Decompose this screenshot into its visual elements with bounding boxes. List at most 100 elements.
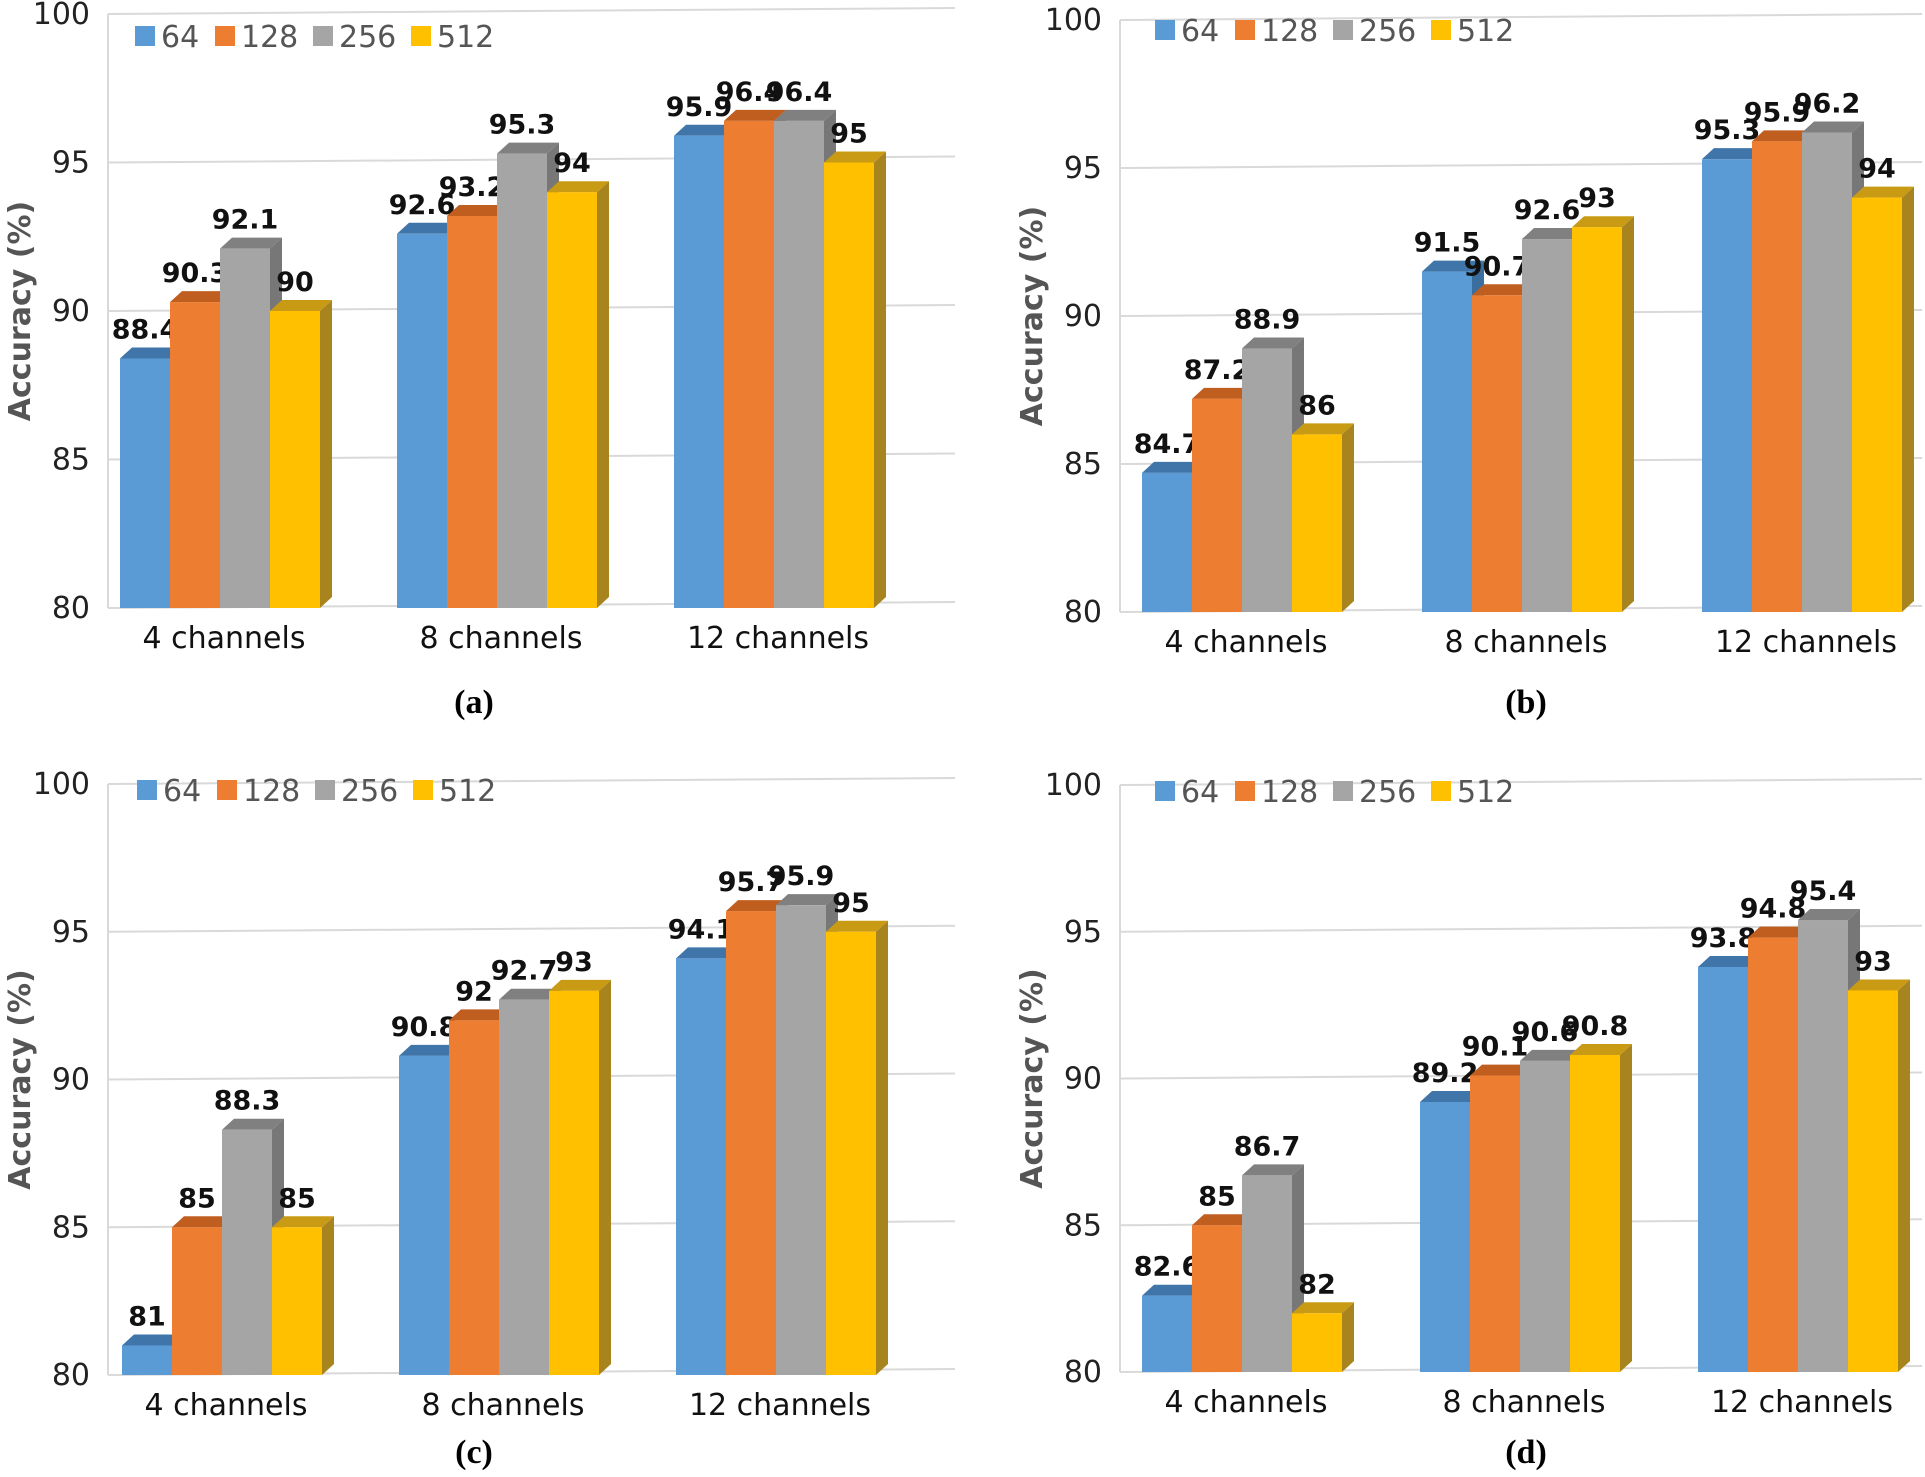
bar-top-64 <box>676 947 738 959</box>
bar-128 <box>1472 295 1522 612</box>
legend-label-512: 512 <box>439 774 496 809</box>
bar-side-512 <box>322 1216 334 1375</box>
chart-panel-d: 80 85 90 95 100 Accuracy (%) 82.6 85 86.7 82 4 cha… <box>962 738 1925 1477</box>
legend-label-64: 64 <box>163 774 201 809</box>
y-tick-label: 100 <box>1045 768 1102 803</box>
x-category-label: 4 channels <box>143 621 306 656</box>
y-tick-label: 100 <box>1045 3 1102 38</box>
x-category-label: 8 channels <box>1443 1385 1606 1420</box>
bar-top-512 <box>1852 186 1914 198</box>
bar-top-64 <box>1422 260 1484 272</box>
bar-256 <box>1520 1060 1570 1372</box>
gridline <box>1119 13 1923 21</box>
bar-side-512 <box>599 979 611 1375</box>
bar-top-256 <box>776 894 838 906</box>
bar-top-64 <box>674 124 736 136</box>
bar-top-64 <box>1420 1090 1482 1102</box>
y-tick-label: 85 <box>52 1210 90 1245</box>
data-label: 94.8 <box>1740 894 1807 925</box>
legend-swatch-512 <box>1431 20 1451 40</box>
legend-label-256: 256 <box>339 20 396 55</box>
bar-top-128 <box>447 204 509 216</box>
bar-128 <box>1748 937 1798 1372</box>
bar-512 <box>270 311 320 608</box>
bar-top-256 <box>1522 228 1584 240</box>
legend-label-128: 128 <box>1261 775 1318 810</box>
y-tick-label: 95 <box>1064 151 1102 186</box>
data-label: 93 <box>555 947 593 978</box>
bar-512 <box>826 931 876 1375</box>
data-label: 92 <box>455 976 493 1007</box>
y-tick-label: 85 <box>52 443 90 478</box>
bar-64 <box>120 358 170 608</box>
legend-label-512: 512 <box>1457 14 1514 49</box>
bar-128 <box>1470 1075 1520 1372</box>
y-tick-label: 80 <box>1064 595 1102 630</box>
bar-top-512 <box>1570 1044 1632 1056</box>
data-label: 92.6 <box>389 190 456 221</box>
data-label: 85 <box>1198 1181 1236 1212</box>
bar-top-128 <box>172 1216 234 1228</box>
bar-128 <box>1192 398 1242 612</box>
y-tick-label: 90 <box>52 294 90 329</box>
legend-label-128: 128 <box>1261 14 1318 49</box>
legend-swatch-64 <box>1155 20 1175 40</box>
bar-top-256 <box>499 988 561 1000</box>
bar-top-512 <box>1848 979 1910 991</box>
legend-swatch-512 <box>1431 781 1451 801</box>
bar-top-512 <box>272 1216 334 1228</box>
x-category-label: 4 channels <box>1165 1385 1328 1420</box>
bar-side-512 <box>320 300 332 608</box>
bar-256 <box>1802 132 1852 613</box>
bar-128 <box>447 215 497 608</box>
bar-256 <box>1242 348 1292 612</box>
bar-top-256 <box>497 142 559 154</box>
x-category-label: 8 channels <box>420 621 583 656</box>
legend-label-64: 64 <box>1181 14 1219 49</box>
bar-64 <box>1142 472 1192 612</box>
legend-label-128: 128 <box>241 20 298 55</box>
bar-top-512 <box>1572 216 1634 228</box>
bar-top-64 <box>1142 461 1204 473</box>
legend-swatch-128 <box>217 780 237 800</box>
y-tick-label: 95 <box>52 915 90 950</box>
bar-64 <box>397 233 447 608</box>
data-label: 84.7 <box>1134 429 1201 460</box>
data-label: 95 <box>832 888 870 919</box>
legend-swatch-128 <box>1235 781 1255 801</box>
data-label: 93.2 <box>439 172 506 203</box>
bar-64 <box>1420 1101 1470 1372</box>
bar-top-256 <box>1798 909 1860 921</box>
bar-top-64 <box>1142 1284 1204 1296</box>
bar-top-128 <box>1748 926 1810 938</box>
bar-top-64 <box>120 347 182 359</box>
bar-512 <box>1292 1313 1342 1372</box>
panel-caption-c: (c) <box>455 1434 493 1471</box>
chart-panel-c: 80 85 90 95 100 Accuracy (%) 81 85 88.3 85 4 chann… <box>0 738 962 1477</box>
panel-caption-a: (a) <box>454 684 494 721</box>
data-label: 95.3 <box>489 110 556 141</box>
bar-side-512 <box>597 181 609 608</box>
legend-label-128: 128 <box>243 774 300 809</box>
data-label: 90.1 <box>1462 1032 1529 1063</box>
bar-512 <box>824 162 874 608</box>
x-category-label: 12 channels <box>689 1388 871 1423</box>
legend-swatch-64 <box>1155 781 1175 801</box>
x-category-label: 12 channels <box>1715 625 1897 660</box>
bar-top-128 <box>170 291 232 303</box>
bar-64 <box>1702 159 1752 612</box>
data-label: 88.3 <box>214 1086 281 1117</box>
y-axis-label: Accuracy (%) <box>1015 206 1050 426</box>
bar-top-128 <box>449 1009 511 1021</box>
data-label: 96.4 <box>766 77 833 108</box>
bar-top-512 <box>826 920 888 932</box>
bar-256 <box>1522 239 1572 613</box>
y-tick-label: 85 <box>1064 447 1102 482</box>
bar-512 <box>547 192 597 608</box>
bar-128 <box>1192 1225 1242 1372</box>
data-label: 88.9 <box>1234 305 1301 336</box>
data-label: 90.8 <box>391 1012 458 1043</box>
bar-top-64 <box>1702 148 1764 160</box>
data-label: 90.7 <box>1464 251 1531 282</box>
data-label: 93.8 <box>1690 923 1757 954</box>
